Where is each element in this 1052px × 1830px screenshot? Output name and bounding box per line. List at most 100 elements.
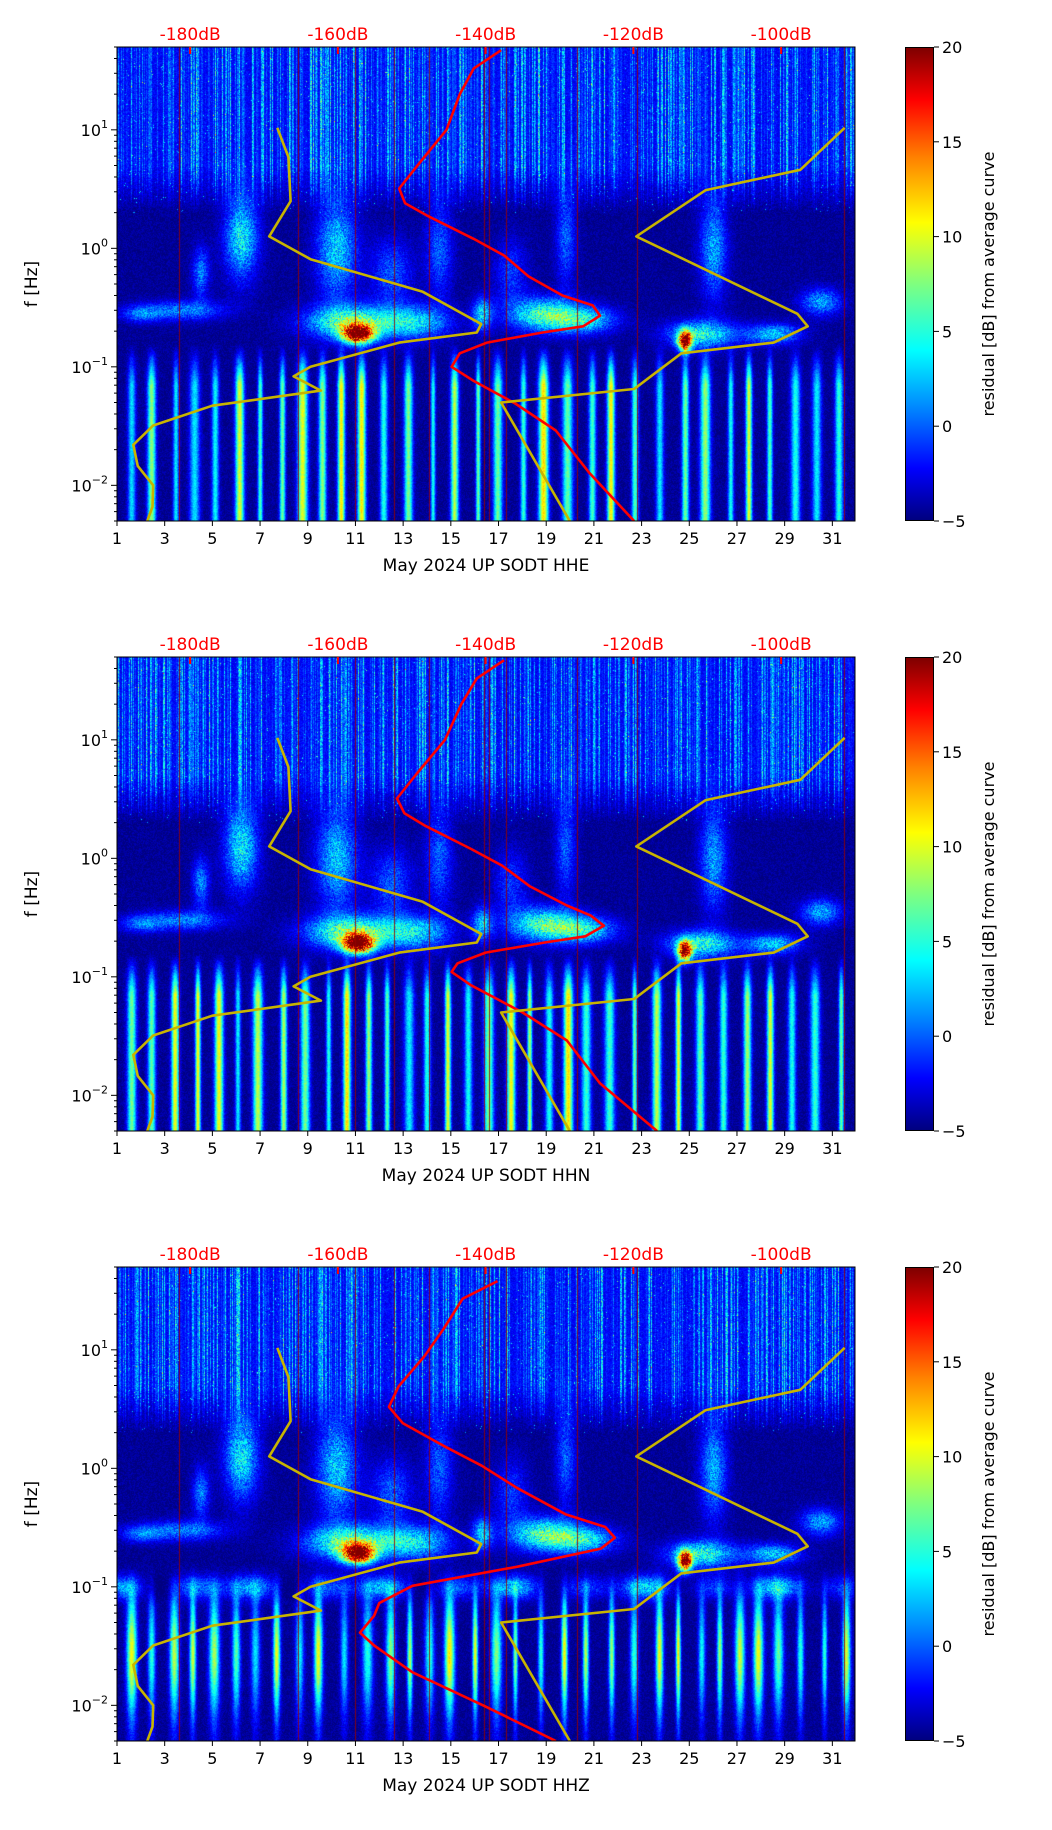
y-tick-exponent: 1: [101, 118, 108, 131]
y-axis-label: f [Hz]: [22, 1481, 42, 1527]
y-tick-base: 10: [71, 476, 91, 495]
colorbar-tick-label: 10: [942, 838, 962, 857]
spectrogram-image: [117, 657, 855, 1131]
top-db-tick-label: -100dB: [751, 25, 812, 45]
y-tick-label: 10−2: [71, 1693, 108, 1715]
y-tick-exponent: 0: [101, 236, 108, 249]
x-tick-label: 5: [207, 1749, 217, 1768]
colorbar-tick-label: 15: [942, 133, 962, 152]
y-tick-exponent: −1: [92, 1575, 108, 1588]
colorbar: [905, 657, 934, 1131]
colorbar-tick-label: 0: [942, 1637, 952, 1656]
colorbar-tick-label: 5: [942, 932, 952, 951]
colorbar-tick-label: 10: [942, 1448, 962, 1467]
x-tick-label: 15: [441, 1139, 461, 1158]
y-tick-exponent: −2: [92, 473, 108, 486]
x-tick-label: 3: [160, 1139, 170, 1158]
x-tick-label: 17: [488, 529, 508, 548]
top-db-tick-label: -140dB: [455, 1245, 516, 1265]
colorbar-tick-label: −5: [942, 512, 966, 531]
x-tick-label: 23: [631, 1139, 651, 1158]
top-db-tick-label: -100dB: [751, 635, 812, 655]
colorbar: [905, 1267, 934, 1741]
x-tick-label: 3: [160, 529, 170, 548]
x-tick-label: 1: [112, 1139, 122, 1158]
y-tick-base: 10: [71, 1578, 91, 1597]
x-tick-label: 17: [488, 1139, 508, 1158]
top-db-tick-label: -160dB: [307, 635, 368, 655]
series-nlnm-line: [132, 127, 483, 521]
series-psd-line: [358, 1279, 617, 1741]
x-tick-label: 21: [584, 1749, 604, 1768]
colorbar-tick-label: 20: [942, 38, 962, 57]
x-tick-label: 5: [207, 529, 217, 548]
x-tick-label: 9: [303, 1749, 313, 1768]
x-tick-label: 27: [727, 1139, 747, 1158]
colorbar-tick-label: 20: [942, 1258, 962, 1277]
y-tick-base: 10: [71, 358, 91, 377]
x-tick-label: 11: [345, 1139, 365, 1158]
x-tick-label: 25: [679, 1139, 699, 1158]
x-tick-label: 27: [727, 1749, 747, 1768]
x-tick-label: 19: [536, 529, 556, 548]
y-axis-label: f [Hz]: [22, 871, 42, 917]
x-tick-label: 3: [160, 1749, 170, 1768]
top-db-tick-label: -120dB: [603, 1245, 664, 1265]
colorbar-tick-label: 5: [942, 322, 952, 341]
spectrogram-image: [117, 1267, 855, 1741]
series-nhnm-line: [499, 1346, 846, 1741]
colorbar-tick-label: 15: [942, 1353, 962, 1372]
y-tick-exponent: −2: [92, 1083, 108, 1096]
x-tick-label: 7: [255, 529, 265, 548]
top-db-tick-label: -140dB: [455, 25, 516, 45]
top-db-tick-label: -160dB: [307, 25, 368, 45]
top-db-tick-label: -120dB: [603, 635, 664, 655]
x-tick-label: 21: [584, 529, 604, 548]
x-tick-label: 7: [255, 1139, 265, 1158]
x-tick-label: 29: [774, 529, 794, 548]
x-tick-label: 25: [679, 529, 699, 548]
x-tick-label: 5: [207, 1139, 217, 1158]
series-nhnm-line: [499, 126, 846, 521]
y-tick-base: 10: [81, 239, 101, 258]
y-tick-exponent: 0: [101, 846, 108, 859]
x-tick-label: 23: [631, 529, 651, 548]
x-tick-label: 19: [536, 1139, 556, 1158]
series-psd-line: [395, 659, 658, 1131]
x-tick-label: 31: [822, 529, 842, 548]
top-db-tick-label: -180dB: [160, 1245, 221, 1265]
top-db-tick-label: -180dB: [160, 25, 221, 45]
x-axis-label: May 2024 UP SODT HHZ: [382, 1776, 590, 1796]
plot-frame: [116, 1266, 856, 1742]
colorbar-label: residual [dB] from average curve: [979, 152, 998, 417]
y-tick-label: 10−2: [71, 1083, 108, 1105]
colorbar-tick-label: −5: [942, 1122, 966, 1141]
series-nhnm-line: [499, 736, 846, 1131]
y-tick-label: 100: [81, 1456, 108, 1478]
y-tick-label: 10−1: [71, 965, 108, 987]
colorbar-tick-label: 0: [942, 1027, 952, 1046]
x-tick-label: 15: [441, 1749, 461, 1768]
y-tick-exponent: −1: [92, 965, 108, 978]
x-tick-label: 27: [727, 529, 747, 548]
y-tick-exponent: −2: [92, 1693, 108, 1706]
colorbar-tick-label: 5: [942, 1542, 952, 1561]
top-db-tick-label: -180dB: [160, 635, 221, 655]
top-db-tick-label: -160dB: [307, 1245, 368, 1265]
x-tick-label: 31: [822, 1749, 842, 1768]
y-tick-label: 101: [81, 118, 108, 140]
y-tick-label: 10−2: [71, 473, 108, 495]
colorbar-tick-label: 10: [942, 228, 962, 247]
x-tick-label: 9: [303, 529, 313, 548]
y-tick-base: 10: [81, 121, 101, 140]
colorbar-label: residual [dB] from average curve: [979, 1372, 998, 1637]
x-tick-label: 31: [822, 1139, 842, 1158]
y-tick-label: 101: [81, 1338, 108, 1360]
x-tick-label: 15: [441, 529, 461, 548]
x-tick-label: 21: [584, 1139, 604, 1158]
plot-frame: [116, 46, 856, 522]
series-nlnm-line: [132, 1347, 483, 1741]
y-axis-label: f [Hz]: [22, 261, 42, 307]
